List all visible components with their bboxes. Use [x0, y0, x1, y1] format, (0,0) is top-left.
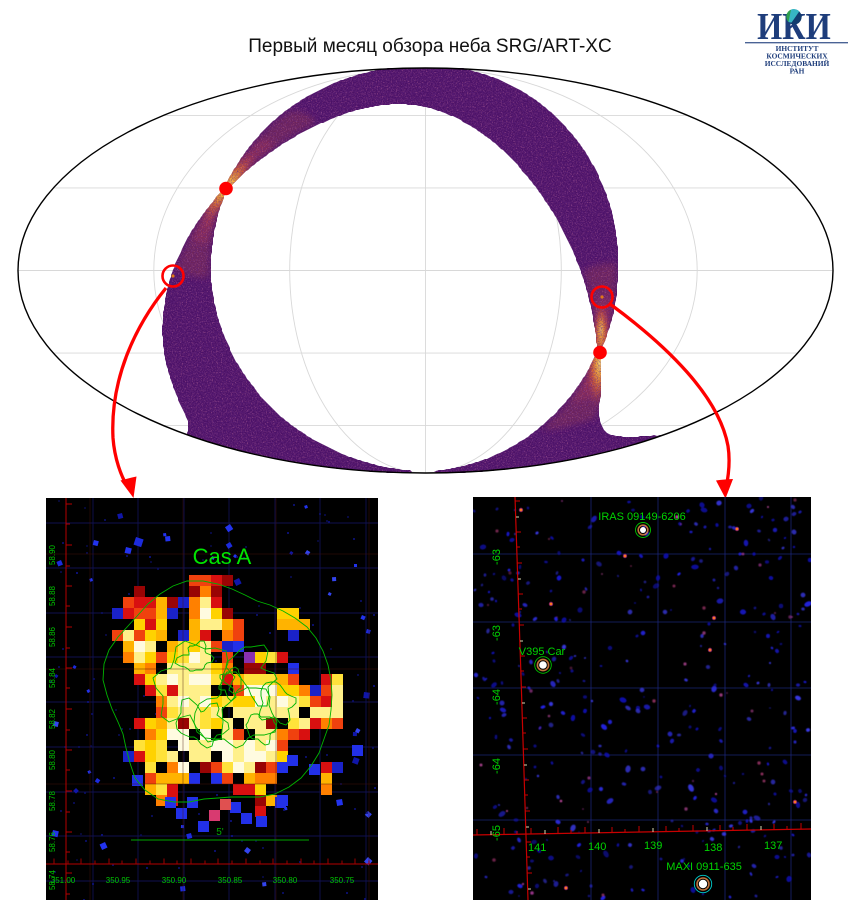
svg-text:58.80: 58.80	[48, 749, 57, 770]
svg-text:58.74: 58.74	[48, 869, 57, 890]
svg-text:139: 139	[644, 840, 662, 852]
svg-text:141: 141	[528, 842, 546, 854]
svg-text:58.84: 58.84	[48, 667, 57, 688]
svg-text:58.78: 58.78	[48, 790, 57, 811]
svg-text:РАН: РАН	[790, 67, 805, 76]
svg-text:-63: -63	[491, 549, 503, 565]
svg-text:V395 Car: V395 Car	[519, 646, 566, 658]
svg-text:ИНСТИТУТ: ИНСТИТУТ	[776, 44, 819, 53]
svg-text:Cas A: Cas A	[193, 544, 252, 569]
svg-text:350.95: 350.95	[106, 876, 131, 885]
svg-text:-64: -64	[491, 689, 503, 705]
svg-text:350.85: 350.85	[218, 876, 243, 885]
svg-text:-63: -63	[491, 625, 503, 641]
svg-text:140: 140	[588, 841, 606, 853]
svg-text:КОСМИЧЕСКИХ: КОСМИЧЕСКИХ	[766, 52, 828, 61]
svg-text:58.86: 58.86	[48, 626, 57, 647]
svg-text:351.00: 351.00	[51, 876, 76, 885]
svg-text:58.90: 58.90	[48, 544, 57, 565]
svg-text:5': 5'	[216, 827, 224, 838]
svg-text:-64: -64	[491, 758, 503, 774]
svg-text:350.75: 350.75	[330, 876, 355, 885]
svg-text:-65: -65	[491, 825, 503, 841]
svg-text:350.80: 350.80	[273, 876, 298, 885]
svg-text:137: 137	[764, 840, 782, 852]
svg-text:58.88: 58.88	[48, 585, 57, 606]
svg-text:IRAS 09149-6206: IRAS 09149-6206	[598, 511, 685, 523]
svg-text:58.76: 58.76	[48, 831, 57, 852]
svg-text:138: 138	[704, 842, 722, 854]
svg-text:ИССЛЕДОВАНИЙ: ИССЛЕДОВАНИЙ	[765, 59, 830, 68]
svg-text:58.82: 58.82	[48, 708, 57, 729]
svg-text:MAXI 0911-635: MAXI 0911-635	[666, 861, 742, 873]
svg-text:350.90: 350.90	[162, 876, 187, 885]
